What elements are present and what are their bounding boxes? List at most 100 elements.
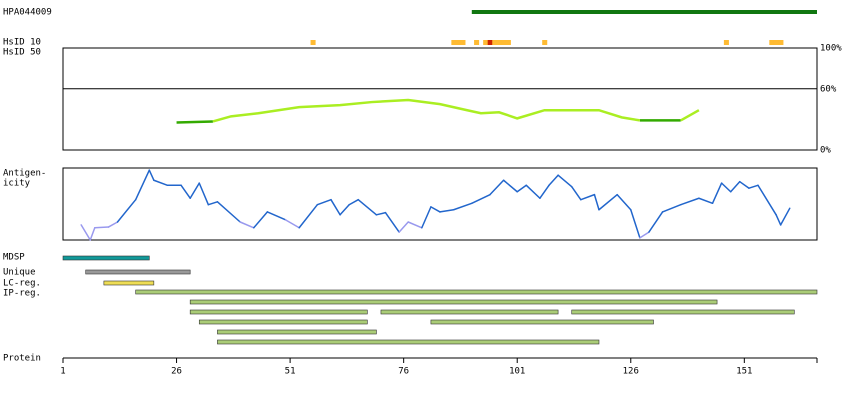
antigenicity-line xyxy=(198,182,210,206)
antigenicity-line xyxy=(430,206,441,213)
feature-bar xyxy=(135,289,818,295)
antigenicity-line xyxy=(407,221,423,229)
antigenicity-line xyxy=(266,211,287,221)
y-tick-label: 0% xyxy=(820,146,831,156)
identity-mark xyxy=(487,40,493,45)
feature-bar xyxy=(380,309,559,315)
x-tick-label: 1 xyxy=(60,367,65,377)
identity-mark xyxy=(778,40,784,45)
y-tick-label: 60% xyxy=(820,84,837,94)
identity-mark xyxy=(474,40,480,45)
antigenicity-line xyxy=(739,180,750,189)
antigenicity-line xyxy=(284,219,300,229)
antigenicity-line xyxy=(253,211,269,229)
identity-mark xyxy=(769,40,775,45)
identity-mark xyxy=(451,40,457,45)
antigenicity-line xyxy=(661,203,682,213)
antigenicity-line xyxy=(216,201,241,223)
antigenicity-line xyxy=(502,179,518,193)
antigenicity-line xyxy=(580,193,596,201)
identity-mark xyxy=(496,40,502,45)
identity-mark xyxy=(773,40,779,45)
track-label: HsID 10 xyxy=(3,38,41,48)
axis-label: Protein xyxy=(3,354,41,364)
feature-bar xyxy=(85,269,191,275)
feature-bar xyxy=(198,319,368,325)
antigenicity-line xyxy=(648,211,664,233)
x-tick-label: 26 xyxy=(171,367,182,377)
antigenicity-line xyxy=(439,209,455,213)
antigenicity-line xyxy=(539,184,550,199)
x-tick-label: 51 xyxy=(285,367,296,377)
antigenicity-line xyxy=(357,198,378,216)
antigenicity-line xyxy=(570,185,582,201)
antigenicity-line xyxy=(207,201,219,206)
track-label: Antigen- xyxy=(3,169,46,179)
antigenicity-line xyxy=(525,184,541,199)
plot-frame xyxy=(62,167,818,241)
antigenicity-line xyxy=(471,193,491,205)
identity-mark xyxy=(492,40,498,45)
antigenicity-line xyxy=(116,198,137,223)
antigenicity-line xyxy=(134,169,151,201)
antigenicity-line xyxy=(239,221,255,229)
antigenicity-line xyxy=(153,179,169,187)
feature-bar xyxy=(189,309,368,315)
feature-bar xyxy=(430,319,654,325)
antigenicity-line xyxy=(148,169,155,181)
antigenicity-line xyxy=(421,206,432,229)
track-label: HsID 50 xyxy=(3,48,41,58)
antigenicity-line xyxy=(757,184,777,216)
antigenicity-line xyxy=(330,198,341,216)
antibody-bar xyxy=(471,10,817,14)
track-label: MDSP xyxy=(3,253,25,263)
antigenicity-line xyxy=(339,203,350,216)
identity-mark xyxy=(505,40,511,45)
antigenicity-line xyxy=(711,182,723,205)
antigenicity-line xyxy=(189,182,201,199)
feature-bar xyxy=(217,339,600,345)
antigenicity-line xyxy=(375,211,387,216)
x-tick-label: 126 xyxy=(623,367,639,377)
antigenicity-line xyxy=(316,198,332,206)
antigenicity-line xyxy=(598,193,618,211)
antigenicity-line xyxy=(616,193,632,211)
antigenicity-line xyxy=(107,221,119,228)
identity-line xyxy=(212,98,700,123)
antigenicity-line xyxy=(630,209,641,239)
feature-bar xyxy=(103,280,155,286)
identity-line xyxy=(176,119,681,124)
track-label: IP-reg. xyxy=(3,289,41,299)
antigenicity-line xyxy=(775,214,782,226)
track-label: Unique xyxy=(3,268,36,278)
antigenicity-line xyxy=(298,203,319,229)
track-label: LC-reg. xyxy=(3,279,41,289)
antigenicity-line xyxy=(384,211,400,233)
antigenicity-line xyxy=(516,184,528,193)
identity-mark xyxy=(455,40,461,45)
x-tick-label: 76 xyxy=(398,367,409,377)
x-tick-label: 101 xyxy=(509,367,525,377)
identity-mark xyxy=(460,40,466,45)
antigenicity-line xyxy=(80,224,92,241)
feature-bar xyxy=(217,329,377,335)
y-tick-label: 100% xyxy=(820,44,842,54)
feature-bar xyxy=(189,299,718,305)
feature-bar xyxy=(62,255,150,261)
track-label: HPA044009 xyxy=(3,8,52,18)
antigenicity-line xyxy=(639,231,650,239)
identity-mark xyxy=(501,40,507,45)
antigenicity-line xyxy=(89,227,96,241)
antigenicity-line xyxy=(398,221,409,233)
antigenicity-line xyxy=(452,202,473,211)
identity-mark xyxy=(310,40,316,45)
antigenicity-line xyxy=(748,184,759,189)
antigenicity-line xyxy=(557,174,573,188)
antigenicity-line xyxy=(679,197,700,206)
x-tick-label: 151 xyxy=(736,367,752,377)
feature-bar xyxy=(571,309,795,315)
antigenicity-line xyxy=(94,226,110,229)
identity-mark xyxy=(542,40,548,45)
